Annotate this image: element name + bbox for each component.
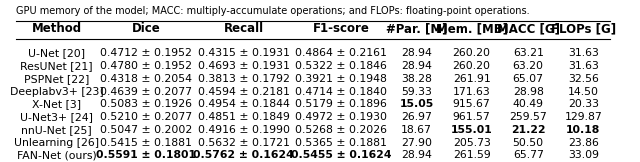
Text: 40.49: 40.49	[513, 99, 544, 109]
Text: 14.50: 14.50	[568, 87, 599, 97]
Text: 0.4972 ± 0.1930: 0.4972 ± 0.1930	[295, 112, 387, 122]
Text: 155.01: 155.01	[451, 125, 493, 135]
Text: 961.57: 961.57	[452, 112, 490, 122]
Text: 26.97: 26.97	[401, 112, 432, 122]
Text: U-Net3+ [24]: U-Net3+ [24]	[20, 112, 93, 122]
Text: 50.50: 50.50	[513, 138, 544, 148]
Text: 260.20: 260.20	[452, 48, 491, 58]
Text: 0.4712 ± 0.1952: 0.4712 ± 0.1952	[100, 48, 192, 58]
Text: F1-score: F1-score	[313, 22, 370, 35]
Text: 205.73: 205.73	[452, 138, 491, 148]
Text: 0.5179 ± 0.1896: 0.5179 ± 0.1896	[295, 99, 387, 109]
Text: 21.22: 21.22	[511, 125, 545, 135]
Text: 0.4693 ± 0.1931: 0.4693 ± 0.1931	[198, 61, 290, 71]
Text: 0.5047 ± 0.2002: 0.5047 ± 0.2002	[100, 125, 193, 135]
Text: 0.3921 ± 0.1948: 0.3921 ± 0.1948	[295, 74, 387, 84]
Text: 38.28: 38.28	[401, 74, 432, 84]
Text: 28.94: 28.94	[401, 150, 432, 160]
Text: 59.33: 59.33	[401, 87, 432, 97]
Text: 0.5591 ± 0.1801: 0.5591 ± 0.1801	[97, 150, 196, 160]
Text: PSPNet [22]: PSPNet [22]	[24, 74, 90, 84]
Text: 261.91: 261.91	[452, 74, 490, 84]
Text: X-Net [3]: X-Net [3]	[32, 99, 81, 109]
Text: 0.5415 ± 0.1881: 0.5415 ± 0.1881	[100, 138, 192, 148]
Text: 0.4916 ± 0.1990: 0.4916 ± 0.1990	[198, 125, 290, 135]
Text: 0.5268 ± 0.2026: 0.5268 ± 0.2026	[295, 125, 387, 135]
Text: 0.5455 ± 0.1624: 0.5455 ± 0.1624	[291, 150, 392, 160]
Text: 0.4954 ± 0.1844: 0.4954 ± 0.1844	[198, 99, 290, 109]
Text: 0.4864 ± 0.2161: 0.4864 ± 0.2161	[295, 48, 387, 58]
Text: 31.63: 31.63	[568, 61, 598, 71]
Text: nnU-Net [25]: nnU-Net [25]	[21, 125, 92, 135]
Text: 261.59: 261.59	[452, 150, 490, 160]
Text: Unlearning [26]: Unlearning [26]	[14, 138, 99, 148]
Text: 63.20: 63.20	[513, 61, 544, 71]
Text: 23.86: 23.86	[568, 138, 598, 148]
Text: 20.33: 20.33	[568, 99, 599, 109]
Text: U-Net [20]: U-Net [20]	[28, 48, 85, 58]
Text: 65.77: 65.77	[513, 150, 544, 160]
Text: 0.5083 ± 0.1926: 0.5083 ± 0.1926	[100, 99, 193, 109]
Text: 0.3813 ± 0.1792: 0.3813 ± 0.1792	[198, 74, 290, 84]
Text: 0.4780 ± 0.1952: 0.4780 ± 0.1952	[100, 61, 193, 71]
Text: ResUNet [21]: ResUNet [21]	[20, 61, 93, 71]
Text: 32.56: 32.56	[568, 74, 598, 84]
Text: Method: Method	[32, 22, 82, 35]
Text: 171.63: 171.63	[452, 87, 490, 97]
Text: 0.5365 ± 0.1881: 0.5365 ± 0.1881	[295, 138, 387, 148]
Text: 260.20: 260.20	[452, 61, 491, 71]
Text: 33.09: 33.09	[568, 150, 599, 160]
Text: 0.4714 ± 0.1840: 0.4714 ± 0.1840	[295, 87, 387, 97]
Text: 28.94: 28.94	[401, 61, 432, 71]
Text: Dice: Dice	[132, 22, 161, 35]
Text: 0.4315 ± 0.1931: 0.4315 ± 0.1931	[198, 48, 290, 58]
Text: 129.87: 129.87	[564, 112, 602, 122]
Text: 27.90: 27.90	[401, 138, 432, 148]
Text: 0.4639 ± 0.2077: 0.4639 ± 0.2077	[100, 87, 193, 97]
Text: 259.57: 259.57	[509, 112, 547, 122]
Text: 15.05: 15.05	[399, 99, 434, 109]
Text: 0.5762 ± 0.1624: 0.5762 ± 0.1624	[193, 150, 294, 160]
Text: Deeplabv3+ [23]: Deeplabv3+ [23]	[10, 87, 104, 97]
Text: MACC [G]: MACC [G]	[497, 22, 560, 35]
Text: 31.63: 31.63	[568, 48, 598, 58]
Text: 63.21: 63.21	[513, 48, 544, 58]
Text: #Par. [M]: #Par. [M]	[386, 22, 447, 35]
Text: 18.67: 18.67	[401, 125, 432, 135]
Text: 0.5210 ± 0.2077: 0.5210 ± 0.2077	[100, 112, 193, 122]
Text: FLOPs [G]: FLOPs [G]	[550, 22, 616, 35]
Text: Mem. [MB]: Mem. [MB]	[436, 22, 508, 35]
Text: 0.4318 ± 0.2054: 0.4318 ± 0.2054	[100, 74, 193, 84]
Text: 0.4594 ± 0.2181: 0.4594 ± 0.2181	[198, 87, 290, 97]
Text: 10.18: 10.18	[566, 125, 600, 135]
Text: 65.07: 65.07	[513, 74, 544, 84]
Text: 915.67: 915.67	[452, 99, 490, 109]
Text: 0.5322 ± 0.1846: 0.5322 ± 0.1846	[295, 61, 387, 71]
Text: FAN-Net (ours): FAN-Net (ours)	[17, 150, 97, 160]
Text: 28.98: 28.98	[513, 87, 544, 97]
Text: 0.5632 ± 0.1721: 0.5632 ± 0.1721	[198, 138, 290, 148]
Text: 28.94: 28.94	[401, 48, 432, 58]
Text: GPU memory of the model; MACC: multiply-accumulate operations; and FLOPs: floati: GPU memory of the model; MACC: multiply-…	[16, 6, 529, 16]
Text: Recall: Recall	[224, 22, 264, 35]
Text: 0.4851 ± 0.1849: 0.4851 ± 0.1849	[198, 112, 290, 122]
